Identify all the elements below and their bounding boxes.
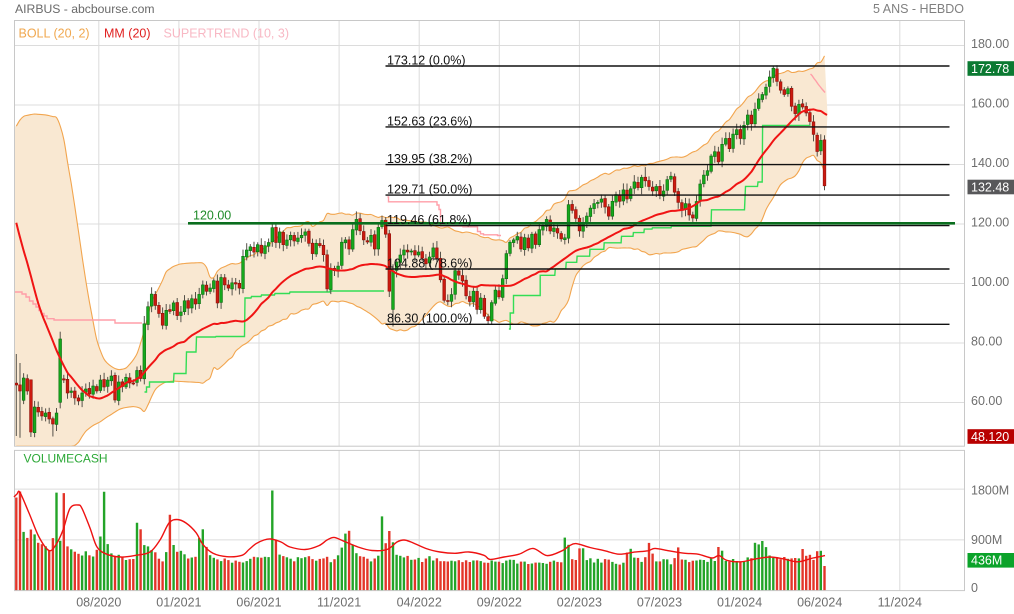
svg-text:60.00: 60.00 (971, 394, 1002, 408)
svg-text:07/2023: 07/2023 (637, 596, 682, 610)
svg-text:120.00: 120.00 (193, 209, 231, 223)
svg-text:02/2023: 02/2023 (557, 596, 602, 610)
svg-text:139.95 (38.2%): 139.95 (38.2%) (387, 152, 472, 166)
svg-text:SUPERTREND (10, 3): SUPERTREND (10, 3) (164, 27, 290, 41)
svg-text:86.30 (100.0%): 86.30 (100.0%) (387, 312, 472, 326)
svg-text:172.78: 172.78 (971, 62, 1009, 76)
svg-text:132.48: 132.48 (971, 180, 1009, 194)
svg-text:06/2021: 06/2021 (236, 596, 281, 610)
svg-text:11/2024: 11/2024 (878, 596, 922, 610)
svg-text:06/2024: 06/2024 (797, 596, 842, 610)
svg-text:09/2022: 09/2022 (477, 596, 522, 610)
svg-text:180.00: 180.00 (971, 37, 1009, 51)
svg-text:80.00: 80.00 (971, 335, 1002, 349)
svg-text:160.00: 160.00 (971, 97, 1009, 111)
svg-text:900M: 900M (971, 533, 1002, 547)
svg-text:08/2020: 08/2020 (76, 596, 121, 610)
svg-text:100.00: 100.00 (971, 275, 1009, 289)
svg-text:152.63 (23.6%): 152.63 (23.6%) (387, 114, 472, 128)
svg-text:BOLL (20, 2): BOLL (20, 2) (19, 27, 90, 41)
svg-text:119.46 (61.8%): 119.46 (61.8%) (387, 213, 472, 227)
svg-text:436M: 436M (971, 554, 1002, 568)
svg-text:01/2024: 01/2024 (717, 596, 762, 610)
svg-text:120.00: 120.00 (971, 216, 1009, 230)
svg-text:0: 0 (971, 581, 978, 595)
svg-text:48.120: 48.120 (971, 430, 1009, 444)
svg-text:1800M: 1800M (971, 484, 1009, 498)
svg-text:104.88 (78.6%): 104.88 (78.6%) (387, 256, 472, 270)
svg-text:VOLUMECASH: VOLUMECASH (24, 452, 108, 466)
svg-text:01/2021: 01/2021 (156, 596, 201, 610)
svg-text:140.00: 140.00 (971, 156, 1009, 170)
svg-text:173.12 (0.0%): 173.12 (0.0%) (387, 53, 466, 67)
svg-text:5 ANS - HEBDO: 5 ANS - HEBDO (873, 2, 964, 16)
svg-text:MM (20): MM (20) (104, 27, 151, 41)
svg-text:129.71 (50.0%): 129.71 (50.0%) (387, 183, 472, 197)
svg-text:AIRBUS - abcbourse.com: AIRBUS - abcbourse.com (15, 2, 155, 16)
svg-text:04/2022: 04/2022 (397, 596, 442, 610)
svg-text:11/2021: 11/2021 (317, 596, 361, 610)
